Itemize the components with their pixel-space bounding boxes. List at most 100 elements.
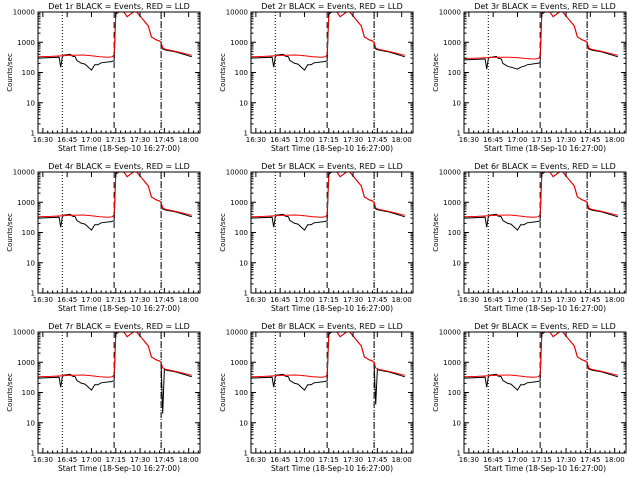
x-tick-label: 17:30 bbox=[343, 296, 363, 304]
lld-series-line bbox=[463, 331, 619, 378]
x-tick-label: 16:45 bbox=[270, 296, 290, 304]
y-tick-label: 10000 bbox=[439, 329, 461, 337]
y-tick-label: 100 bbox=[235, 389, 248, 397]
x-tick-label: 17:45 bbox=[367, 456, 387, 464]
y-tick-label: 1000 bbox=[230, 199, 248, 207]
x-tick-label: 17:15 bbox=[106, 136, 126, 144]
x-tick-label: 17:30 bbox=[343, 456, 363, 464]
lld-series-line bbox=[37, 331, 193, 378]
y-tick-label: 100 bbox=[448, 229, 461, 237]
y-tick-label: 100 bbox=[235, 69, 248, 77]
x-tick-label: 16:45 bbox=[483, 456, 503, 464]
y-axis-label: Counts/sec bbox=[432, 53, 440, 92]
x-tick-label: 17:30 bbox=[556, 456, 576, 464]
panel-title: Det 1r BLACK = Events, RED = LLD bbox=[48, 2, 190, 11]
lld-series-line bbox=[37, 171, 193, 218]
y-tick-label: 10000 bbox=[226, 329, 248, 337]
x-tick-label: 18:00 bbox=[605, 456, 625, 464]
x-axis-label: Start Time (18-Sep-10 16:27:00) bbox=[58, 304, 180, 313]
y-axis-label: Counts/sec bbox=[6, 213, 14, 252]
x-tick-label: 17:45 bbox=[154, 296, 174, 304]
y-tick-label: 100 bbox=[235, 229, 248, 237]
y-tick-label: 1000 bbox=[443, 359, 461, 367]
x-tick-label: 16:30 bbox=[246, 296, 266, 304]
x-axis-label: Start Time (18-Sep-10 16:27:00) bbox=[271, 144, 393, 153]
panel-title: Det 6r BLACK = Events, RED = LLD bbox=[474, 162, 616, 171]
detector-panel: 1 10 100 1000 10000 16:30 16:45 17:00 17:15 17:30… bbox=[6, 322, 201, 473]
x-tick-label: 16:45 bbox=[270, 136, 290, 144]
x-tick-label: 17:15 bbox=[319, 456, 339, 464]
x-tick-label: 17:00 bbox=[294, 296, 314, 304]
x-tick-label: 17:45 bbox=[580, 296, 600, 304]
y-tick-label: 10 bbox=[26, 259, 35, 267]
lld-series-line bbox=[463, 11, 619, 60]
y-tick-label: 10000 bbox=[439, 9, 461, 17]
x-axis-label: Start Time (18-Sep-10 16:27:00) bbox=[484, 464, 606, 473]
x-tick-label: 17:30 bbox=[556, 136, 576, 144]
x-tick-label: 17:00 bbox=[507, 136, 527, 144]
x-tick-label: 16:30 bbox=[33, 136, 53, 144]
x-tick-label: 17:00 bbox=[294, 456, 314, 464]
x-tick-label: 18:00 bbox=[179, 296, 199, 304]
y-tick-label: 1000 bbox=[443, 199, 461, 207]
x-tick-label: 18:00 bbox=[605, 136, 625, 144]
x-tick-label: 17:15 bbox=[106, 456, 126, 464]
x-tick-label: 17:15 bbox=[319, 136, 339, 144]
y-tick-label: 1 bbox=[244, 290, 248, 298]
y-tick-label: 1000 bbox=[17, 199, 35, 207]
y-tick-label: 1 bbox=[31, 450, 35, 458]
y-tick-label: 1000 bbox=[230, 359, 248, 367]
x-tick-label: 18:00 bbox=[392, 456, 412, 464]
y-axis-label: Counts/sec bbox=[432, 213, 440, 252]
y-tick-label: 100 bbox=[448, 389, 461, 397]
y-tick-label: 100 bbox=[22, 229, 35, 237]
x-tick-label: 17:00 bbox=[81, 456, 101, 464]
y-tick-label: 10000 bbox=[13, 169, 35, 177]
x-tick-label: 17:45 bbox=[154, 456, 174, 464]
y-tick-label: 1000 bbox=[230, 39, 248, 47]
y-tick-label: 10000 bbox=[13, 329, 35, 337]
x-axis-label: Start Time (18-Sep-10 16:27:00) bbox=[58, 144, 180, 153]
panel-title: Det 4r BLACK = Events, RED = LLD bbox=[48, 162, 190, 171]
x-axis-label: Start Time (18-Sep-10 16:27:00) bbox=[271, 304, 393, 313]
detector-panel: 1 10 100 1000 10000 16:30 16:45 17:00 17:15 17:30… bbox=[432, 162, 627, 313]
panel-title: Det 9r BLACK = Events, RED = LLD bbox=[474, 322, 616, 331]
y-tick-label: 100 bbox=[22, 389, 35, 397]
x-tick-label: 18:00 bbox=[179, 456, 199, 464]
x-tick-label: 18:00 bbox=[392, 296, 412, 304]
x-tick-label: 18:00 bbox=[392, 136, 412, 144]
y-axis-label: Counts/sec bbox=[6, 53, 14, 92]
y-tick-label: 1 bbox=[31, 130, 35, 138]
y-tick-label: 100 bbox=[448, 69, 461, 77]
x-tick-label: 17:15 bbox=[319, 296, 339, 304]
detector-panel: 1 10 100 1000 10000 16:30 16:45 17:00 17:15 17:30… bbox=[6, 2, 201, 153]
x-tick-label: 17:30 bbox=[130, 456, 150, 464]
y-tick-label: 10 bbox=[239, 259, 248, 267]
y-tick-label: 1 bbox=[457, 130, 461, 138]
detector-panel: 1 10 100 1000 10000 16:30 16:45 17:00 17:15 17:30… bbox=[219, 2, 414, 153]
y-tick-label: 1 bbox=[457, 290, 461, 298]
y-tick-label: 10 bbox=[239, 99, 248, 107]
y-tick-label: 1000 bbox=[443, 39, 461, 47]
x-axis-label: Start Time (18-Sep-10 16:27:00) bbox=[484, 144, 606, 153]
x-tick-label: 17:15 bbox=[106, 296, 126, 304]
x-tick-label: 17:15 bbox=[532, 136, 552, 144]
y-tick-label: 1 bbox=[31, 290, 35, 298]
x-tick-label: 16:45 bbox=[57, 456, 77, 464]
y-tick-label: 10000 bbox=[439, 169, 461, 177]
x-tick-label: 17:30 bbox=[343, 136, 363, 144]
x-tick-label: 17:00 bbox=[81, 296, 101, 304]
x-tick-label: 16:30 bbox=[246, 456, 266, 464]
y-tick-label: 10 bbox=[452, 259, 461, 267]
y-axis-label: Counts/sec bbox=[219, 373, 227, 412]
x-tick-label: 17:30 bbox=[130, 296, 150, 304]
y-tick-label: 1 bbox=[457, 450, 461, 458]
y-tick-label: 10 bbox=[452, 99, 461, 107]
panel-title: Det 7r BLACK = Events, RED = LLD bbox=[48, 322, 190, 331]
x-tick-label: 16:30 bbox=[246, 136, 266, 144]
panel-title: Det 2r BLACK = Events, RED = LLD bbox=[261, 2, 403, 11]
detector-panel: 1 10 100 1000 10000 16:30 16:45 17:00 17:15 17:30… bbox=[6, 162, 201, 313]
x-tick-label: 16:30 bbox=[459, 136, 479, 144]
y-axis-label: Counts/sec bbox=[219, 213, 227, 252]
